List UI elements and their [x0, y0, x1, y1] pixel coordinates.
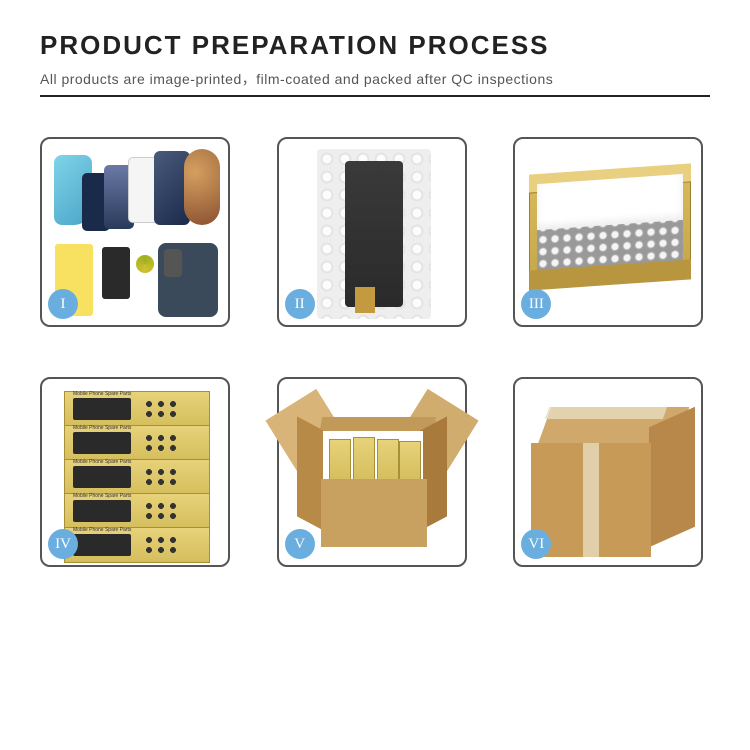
step-illustration-products [50, 147, 220, 317]
step-numeral: IV [55, 536, 71, 553]
step-illustration-foambox [523, 147, 693, 317]
step-badge: IV [48, 529, 78, 559]
page-title: PRODUCT PREPARATION PROCESS [40, 30, 710, 61]
step-numeral: I [61, 296, 66, 313]
step-numeral: VI [528, 536, 544, 553]
step-numeral: III [529, 296, 544, 313]
step-cell-3: III [513, 137, 703, 327]
step-cell-4: IV [40, 377, 230, 567]
page-subtitle: All products are image-printed，film-coat… [40, 69, 710, 89]
step-numeral: II [295, 296, 305, 313]
step-cell-5: V [277, 377, 467, 567]
process-grid: I II III [40, 137, 710, 567]
divider [40, 95, 710, 97]
step-cell-2: II [277, 137, 467, 327]
step-badge: I [48, 289, 78, 319]
step-cell-6: VI [513, 377, 703, 567]
step-badge: V [285, 529, 315, 559]
step-illustration-opencarton [287, 387, 457, 557]
step-cell-1: I [40, 137, 230, 327]
step-illustration-boxstack [50, 387, 220, 557]
step-illustration-bubblewrap [287, 147, 457, 317]
step-illustration-closedcarton [523, 387, 693, 557]
step-numeral: V [294, 536, 305, 553]
step-badge: II [285, 289, 315, 319]
